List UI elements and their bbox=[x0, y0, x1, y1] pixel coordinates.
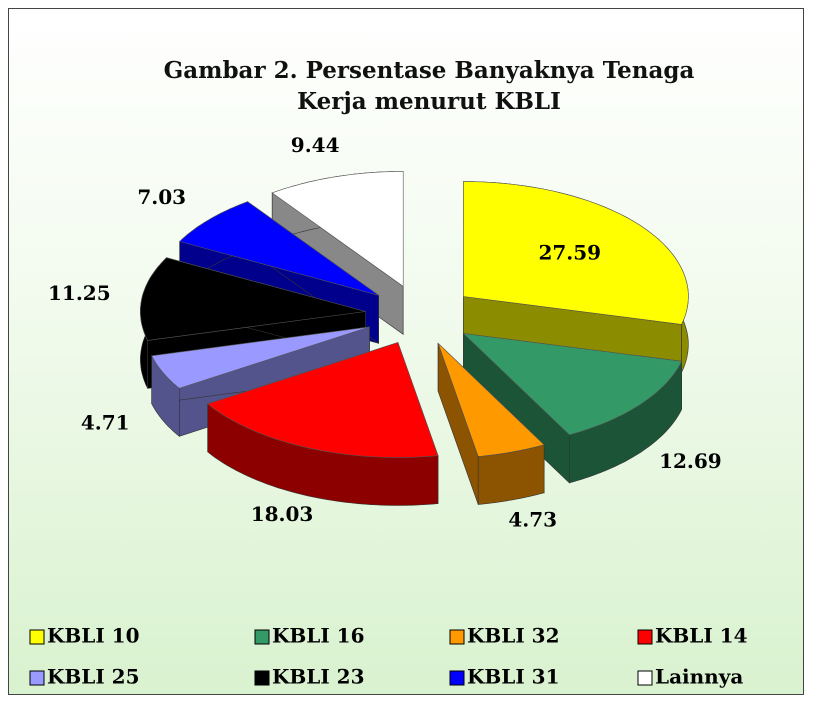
legend-swatch bbox=[29, 670, 45, 686]
slice bbox=[463, 181, 689, 373]
legend-swatch bbox=[29, 629, 45, 645]
data-label: 18.03 bbox=[251, 502, 314, 526]
chart-title: Gambar 2. Persentase Banyaknya Tenaga Ke… bbox=[163, 57, 695, 115]
legend-swatch bbox=[449, 629, 465, 645]
slice-top bbox=[437, 343, 545, 457]
slice-top bbox=[151, 326, 370, 389]
legend-swatch bbox=[637, 670, 653, 686]
legend-swatch bbox=[254, 670, 270, 686]
legend-label: KBLI 23 bbox=[272, 665, 365, 689]
data-label: 9.44 bbox=[291, 133, 340, 157]
slice-top bbox=[140, 257, 366, 341]
slice-top bbox=[462, 333, 683, 436]
legend-label: Lainnya bbox=[655, 665, 743, 689]
legend-label: KBLI 14 bbox=[655, 624, 748, 648]
slice bbox=[437, 342, 545, 505]
data-label: 4.71 bbox=[81, 410, 130, 434]
legend-swatch bbox=[637, 629, 653, 645]
slice-top bbox=[207, 342, 439, 458]
legend-label: KBLI 16 bbox=[272, 624, 365, 648]
legend-label: KBLI 10 bbox=[47, 624, 140, 648]
slice bbox=[207, 342, 439, 506]
legend-label: KBLI 31 bbox=[467, 665, 560, 689]
legend-label: KBLI 32 bbox=[467, 624, 560, 648]
data-label: 7.03 bbox=[137, 185, 186, 209]
legend-swatch bbox=[254, 629, 270, 645]
data-label: 4.73 bbox=[508, 507, 557, 531]
legend-swatch bbox=[449, 670, 465, 686]
data-label: 11.25 bbox=[48, 281, 111, 305]
legend-label: KBLI 25 bbox=[47, 665, 140, 689]
data-label: 27.59 bbox=[538, 241, 601, 265]
data-label: 12.69 bbox=[659, 449, 722, 473]
slice-top bbox=[271, 171, 404, 287]
slice-top bbox=[463, 181, 689, 325]
slice-top bbox=[179, 201, 379, 296]
